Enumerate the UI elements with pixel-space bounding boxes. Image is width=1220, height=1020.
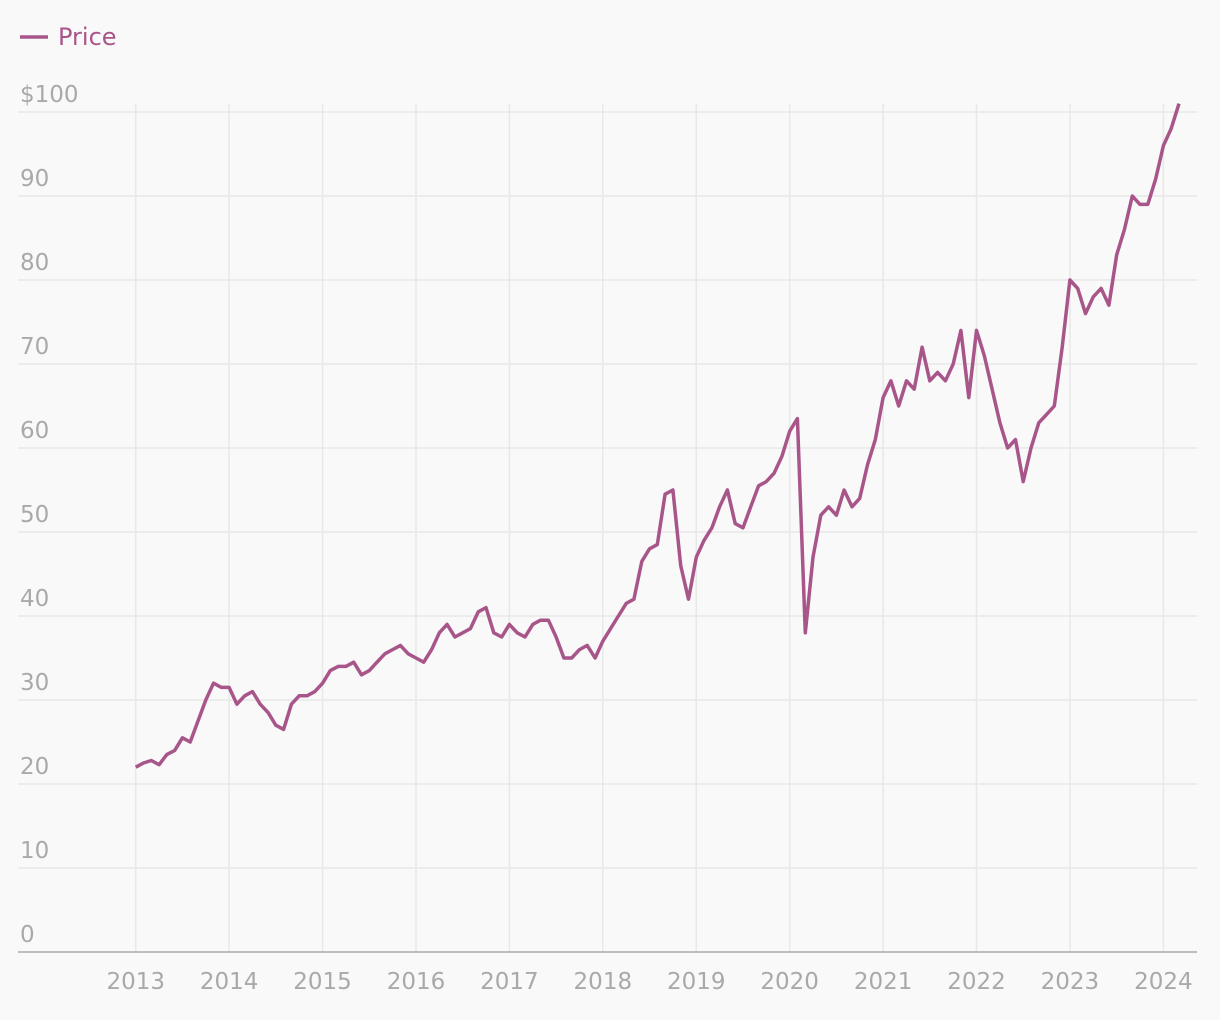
y-tick-label: $100: [20, 82, 79, 108]
y-tick-label: 10: [20, 838, 49, 864]
legend-label: Price: [58, 23, 117, 51]
y-tick-label: 90: [20, 166, 49, 192]
x-tick-label: 2016: [387, 969, 446, 995]
x-tick-label: 2017: [480, 969, 539, 995]
y-tick-label: 20: [20, 754, 49, 780]
x-tick-label: 2020: [760, 969, 819, 995]
x-tick-label: 2024: [1134, 969, 1193, 995]
x-tick-label: 2022: [947, 969, 1006, 995]
x-tick-label: 2014: [200, 969, 259, 995]
x-tick-label: 2021: [854, 969, 913, 995]
y-tick-label: 0: [20, 922, 35, 948]
y-tick-label: 70: [20, 334, 49, 360]
y-tick-label: 60: [20, 418, 49, 444]
x-tick-label: 2019: [667, 969, 726, 995]
y-tick-label: 80: [20, 250, 49, 276]
price-line: [134, 103, 1181, 769]
y-tick-label: 50: [20, 502, 49, 528]
y-tick-label: 30: [20, 670, 49, 696]
x-tick-label: 2013: [106, 969, 165, 995]
y-tick-label: 40: [20, 586, 49, 612]
x-tick-label: 2015: [293, 969, 352, 995]
x-tick-label: 2023: [1041, 969, 1100, 995]
x-tick-label: 2018: [574, 969, 633, 995]
